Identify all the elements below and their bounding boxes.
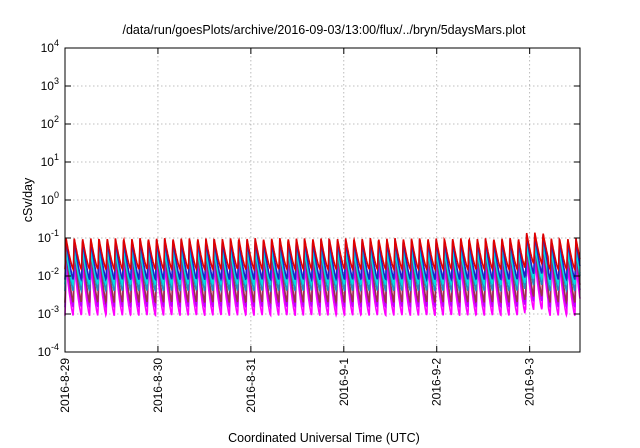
y-tick-label: 104 xyxy=(41,38,59,55)
x-tick-label: 2016-9-1 xyxy=(337,358,351,406)
y-tick-label: 100 xyxy=(41,190,59,207)
y-tick-label: 102 xyxy=(41,114,59,131)
y-tick-label: 10-4 xyxy=(38,342,59,359)
y-tick-label: 10-3 xyxy=(38,304,59,321)
x-tick-label: 2016-8-31 xyxy=(244,358,258,413)
y-tick-label: 101 xyxy=(41,152,59,169)
x-axis-label: Coordinated Universal Time (UTC) xyxy=(228,431,420,445)
y-tick-label: 10-2 xyxy=(38,266,59,283)
x-axis: 2016-8-29 2016-8-30 2016-8-31 2016-9-1 2016-… xyxy=(58,48,537,413)
y-tick-label: 10-1 xyxy=(38,228,59,245)
chart-title: /data/run/goesPlots/archive/2016-09-03/1… xyxy=(122,23,526,37)
y-axis: 10-4 10-3 10-2 10-1 100 101 102 103 104 xyxy=(38,38,580,359)
series-line xyxy=(64,245,581,288)
x-tick-label: 2016-9-3 xyxy=(523,358,537,406)
x-tick-label: 2016-8-30 xyxy=(151,358,165,413)
x-tick-label: 2016-9-2 xyxy=(430,358,444,406)
y-axis-label: cSv/day xyxy=(21,177,35,222)
series-line xyxy=(64,232,581,273)
x-tick-label: 2016-8-29 xyxy=(58,358,72,413)
series-group xyxy=(64,232,581,319)
grid-lines xyxy=(64,48,580,352)
y-tick-label: 103 xyxy=(41,76,59,93)
